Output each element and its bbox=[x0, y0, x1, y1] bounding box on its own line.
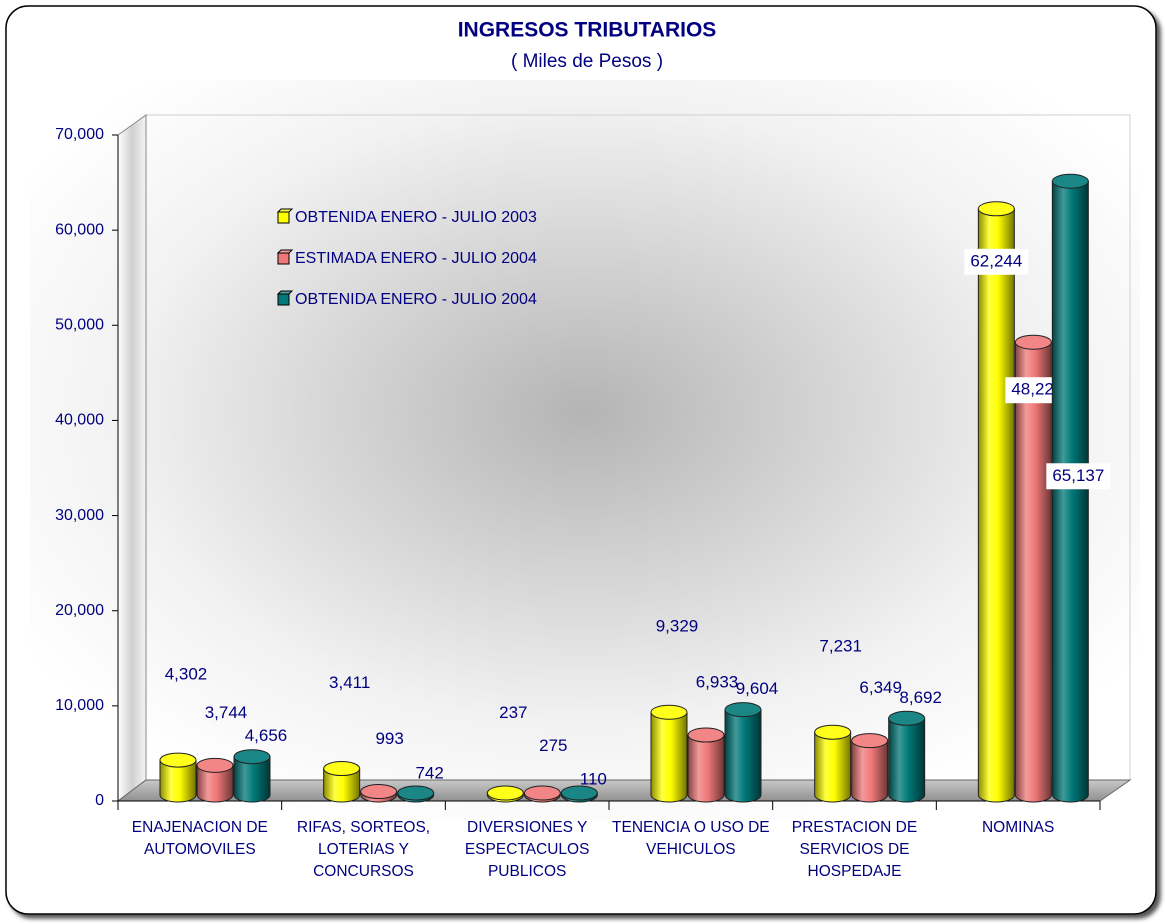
bar bbox=[977, 208, 1015, 803]
legend-label: OBTENIDA ENERO - JULIO 2003 bbox=[295, 209, 537, 226]
side-wall bbox=[117, 114, 147, 802]
data-label: 6,933 bbox=[696, 673, 739, 692]
x-tick-label: ENAJENACION DE AUTOMOVILES bbox=[131, 819, 268, 858]
legend-swatch-top bbox=[276, 249, 294, 254]
data-label: 993 bbox=[375, 729, 403, 748]
data-label: 275 bbox=[539, 736, 567, 755]
bar-top bbox=[523, 785, 561, 801]
legend-swatch bbox=[277, 211, 290, 224]
data-label: 9,604 bbox=[736, 679, 779, 698]
y-tick-label: 40,000 bbox=[55, 412, 104, 429]
bar-top bbox=[977, 201, 1015, 217]
legend-swatch-top bbox=[276, 208, 294, 213]
bar bbox=[888, 717, 926, 803]
bar-top bbox=[687, 727, 725, 743]
x-tick-label: RIFAS, SORTEOS, LOTERIAS Y CONCURSOS bbox=[296, 819, 431, 880]
data-label: 8,692 bbox=[899, 688, 942, 707]
legend-swatch bbox=[277, 252, 290, 265]
x-tick-label: DIVERSIONES Y ESPECTACULOS PUBLICOS bbox=[464, 819, 590, 880]
x-tick-label: PRESTACION DE SERVICIOS DE HOSPEDAJE bbox=[791, 819, 918, 880]
bar-top bbox=[486, 785, 524, 801]
chart-subtitle: ( Miles de Pesos ) bbox=[511, 51, 663, 72]
bar-top bbox=[233, 749, 271, 765]
bar-top bbox=[1014, 334, 1052, 350]
x-tick-label: NOMINAS bbox=[981, 819, 1055, 836]
y-tick-label: 20,000 bbox=[55, 602, 104, 619]
data-label-bg bbox=[1046, 463, 1111, 490]
bar-top bbox=[397, 785, 435, 801]
legend-label: OBTENIDA ENERO - JULIO 2004 bbox=[295, 291, 537, 308]
data-label: 3,411 bbox=[329, 673, 370, 692]
y-tick-label: 30,000 bbox=[55, 507, 104, 524]
data-label-bg bbox=[964, 248, 1029, 275]
data-label: 4,656 bbox=[245, 726, 288, 745]
data-label: 65,137 bbox=[1052, 466, 1104, 485]
bar-top bbox=[360, 784, 398, 800]
y-tick-label: 50,000 bbox=[55, 317, 104, 334]
bar-top bbox=[888, 710, 926, 726]
x-tick-label: TENENCIA O USO DE VEHICULOS bbox=[612, 819, 770, 858]
bar bbox=[196, 764, 234, 803]
bar bbox=[233, 756, 271, 803]
bar-top bbox=[323, 761, 361, 777]
y-tick-label: 10,000 bbox=[55, 697, 104, 714]
bar-top bbox=[650, 704, 688, 720]
data-label: 6,349 bbox=[859, 678, 902, 697]
data-label: 9,329 bbox=[656, 617, 699, 636]
legend-swatch bbox=[277, 293, 290, 306]
bar-top bbox=[814, 724, 852, 740]
bar bbox=[687, 734, 725, 803]
legend-label: ESTIMADA ENERO - JULIO 2004 bbox=[295, 250, 537, 267]
bar-top bbox=[159, 752, 197, 768]
bar bbox=[159, 759, 197, 803]
y-tick-label: 0 bbox=[95, 792, 104, 809]
plot-background bbox=[30, 80, 1140, 820]
data-label: 742 bbox=[415, 763, 443, 782]
bar-top bbox=[851, 733, 889, 749]
y-tick-label: 60,000 bbox=[55, 221, 104, 238]
y-tick-label: 70,000 bbox=[55, 126, 104, 143]
bar bbox=[650, 711, 688, 803]
data-label: 7,231 bbox=[819, 637, 862, 656]
data-label: 4,302 bbox=[165, 665, 208, 684]
bar-top bbox=[724, 702, 762, 718]
data-label: 3,744 bbox=[205, 703, 248, 722]
data-label: 48,221 bbox=[1011, 380, 1063, 399]
bar bbox=[323, 768, 361, 803]
data-label: 237 bbox=[499, 703, 527, 722]
bar bbox=[1051, 180, 1089, 803]
bar-top bbox=[560, 785, 598, 801]
bar bbox=[851, 740, 889, 803]
bar-top bbox=[1051, 173, 1089, 189]
bar bbox=[724, 709, 762, 803]
bar-top bbox=[196, 757, 234, 773]
data-label: 62,244 bbox=[970, 251, 1022, 270]
bar bbox=[814, 731, 852, 803]
chart-title: INGRESOS TRIBUTARIOS bbox=[458, 19, 717, 42]
legend-swatch-top bbox=[276, 290, 294, 295]
data-label: 110 bbox=[580, 769, 607, 788]
bar bbox=[1014, 341, 1052, 803]
